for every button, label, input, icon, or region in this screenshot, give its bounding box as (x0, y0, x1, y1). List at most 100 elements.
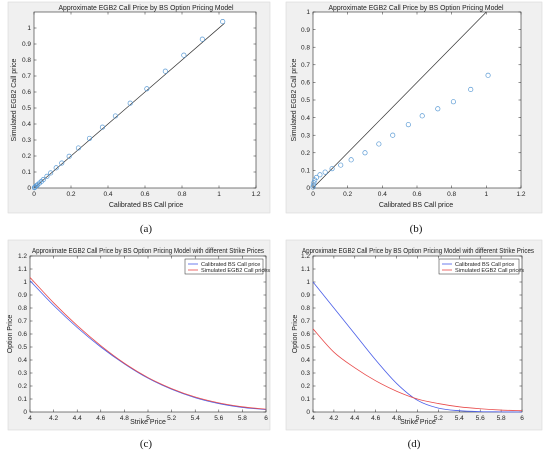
series-line-simulated-egb2 (312, 328, 523, 412)
chart-panel-b: 0 0.2 0.4 0.6 0.8 1 1.2 0 0.1 0.2 0.3 0.4 0.5 0.6 0.7 0… (285, 1, 543, 235)
reference-line (312, 11, 487, 189)
y-tick-label: 0 (306, 409, 310, 416)
x-tick-label: 5 (146, 415, 150, 422)
y-tick-label: 0.4 (301, 115, 310, 122)
y-tick-label: 0.8 (301, 44, 310, 51)
y-tick-label: 1 (27, 25, 31, 32)
panel-caption: (c) (140, 438, 153, 450)
chart-panel-a: 0 0.2 0.4 0.6 0.8 1 1.2 0 0.1 0.2 0.3 0.4 0.5 0.6 0.7 0… (7, 1, 271, 235)
y-tick-label: 0.1 (18, 396, 27, 403)
y-tick-label: 0 (23, 409, 27, 416)
y-tick-label: 0.1 (301, 168, 310, 175)
data-point (181, 52, 187, 58)
data-point (338, 162, 344, 168)
data-point (112, 113, 118, 119)
x-tick-label: 5.4 (455, 415, 464, 422)
legend-entry: Simulated EGB2 Call prices (455, 268, 524, 274)
data-point (311, 180, 317, 186)
y-tick-label: 0.9 (301, 27, 310, 34)
x-tick-label: 5.8 (238, 415, 247, 422)
data-point (86, 135, 93, 141)
panel-caption: (d) (408, 438, 421, 450)
y-tick-label: 0.6 (301, 331, 310, 338)
y-tick-label: 0.9 (22, 41, 31, 48)
data-point (44, 173, 50, 179)
x-tick-label: 1 (485, 191, 489, 198)
y-tick-label: 0.5 (301, 344, 310, 351)
data-point (162, 68, 168, 74)
x-axis-label: Strike Price (400, 419, 436, 426)
data-point (310, 182, 316, 188)
y-tick-label: 1.2 (18, 253, 27, 260)
x-tick-label: 0.4 (378, 191, 387, 198)
data-point (362, 150, 368, 156)
y-tick-label: 0.7 (301, 62, 310, 69)
data-point (329, 166, 335, 172)
plot-area (29, 255, 267, 413)
data-point (59, 160, 65, 166)
y-tick-label: 0.6 (18, 331, 27, 338)
y-tick-label: 0.2 (301, 150, 310, 157)
y-tick-label: 0.3 (301, 132, 310, 139)
chart-title: Approximate EGB2 Call Price by BS Option… (32, 246, 264, 255)
y-tick-label: 1.2 (301, 253, 310, 260)
x-tick-label: 0 (32, 191, 36, 198)
data-point (199, 36, 205, 42)
x-axis-label: Calibrated BS Call price (109, 202, 183, 209)
x-tick-label: 1.2 (251, 191, 260, 198)
y-tick-label: 0.1 (22, 169, 31, 176)
data-point (419, 113, 425, 119)
y-tick-label: 1.1 (301, 266, 310, 273)
y-tick-label: 0.8 (22, 57, 31, 64)
x-tick-label: 5.8 (497, 415, 506, 422)
reference-line (33, 22, 225, 189)
y-tick-label: 0.6 (22, 89, 31, 96)
y-tick-label: 0.3 (18, 370, 27, 377)
y-axis-label: Option Price (292, 315, 299, 354)
legend-entry: Calibrated BS Call price (201, 262, 260, 268)
panel-caption: (b) (410, 223, 423, 235)
y-tick-label: 0.5 (22, 105, 31, 112)
x-tick-label: 1.2 (516, 191, 525, 198)
x-tick-label: 4.8 (392, 415, 401, 422)
data-point (312, 177, 318, 183)
y-tick-label: 1.1 (18, 266, 27, 273)
x-tick-label: 5.4 (191, 415, 200, 422)
x-tick-label: 5.6 (476, 415, 485, 422)
x-axis-label: Calibrated BS Call price (379, 202, 453, 209)
y-tick-label: 1 (306, 279, 310, 286)
y-tick-label: 0.7 (18, 318, 27, 325)
y-tick-label: 0.9 (301, 292, 310, 299)
x-tick-label: 5.6 (214, 415, 223, 422)
data-point (485, 72, 491, 78)
y-tick-label: 0.2 (22, 153, 31, 160)
y-tick-label: 0.3 (22, 137, 31, 144)
x-tick-label: 4.6 (96, 415, 105, 422)
legend-entry: Calibrated BS Call price (455, 262, 514, 268)
data-point (127, 100, 133, 106)
y-tick-label: 0.7 (301, 318, 310, 325)
data-point (220, 19, 226, 25)
data-point (53, 165, 59, 171)
y-tick-label: 0.9 (18, 292, 27, 299)
data-point (144, 86, 150, 92)
chart-panel-d: 4 4.2 4.4 4.6 4.8 5 5.2 5.4 5.6 5.8 6 0 0.1 0.2 0.3 0.4… (285, 239, 543, 450)
data-point (317, 172, 323, 178)
x-tick-label: 4.2 (329, 415, 338, 422)
x-tick-label: 0.2 (66, 191, 75, 198)
data-point (99, 124, 106, 130)
y-tick-label: 0.4 (18, 357, 27, 364)
y-tick-label: 0 (306, 185, 310, 192)
y-tick-label: 0.1 (301, 396, 310, 403)
data-point (322, 169, 328, 175)
y-tick-label: 0.3 (301, 370, 310, 377)
x-tick-label: 5.2 (434, 415, 443, 422)
y-tick-label: 0.4 (22, 121, 31, 128)
x-tick-label: 0.8 (177, 191, 186, 198)
y-axis-label: Simulated EGB2 Call price (291, 58, 298, 141)
x-tick-label: 6 (264, 415, 268, 422)
x-tick-label: 5.2 (167, 415, 176, 422)
x-tick-label: 4.2 (49, 415, 58, 422)
y-tick-label: 0.4 (301, 357, 310, 364)
series-line-calibrated-bs (29, 280, 267, 411)
